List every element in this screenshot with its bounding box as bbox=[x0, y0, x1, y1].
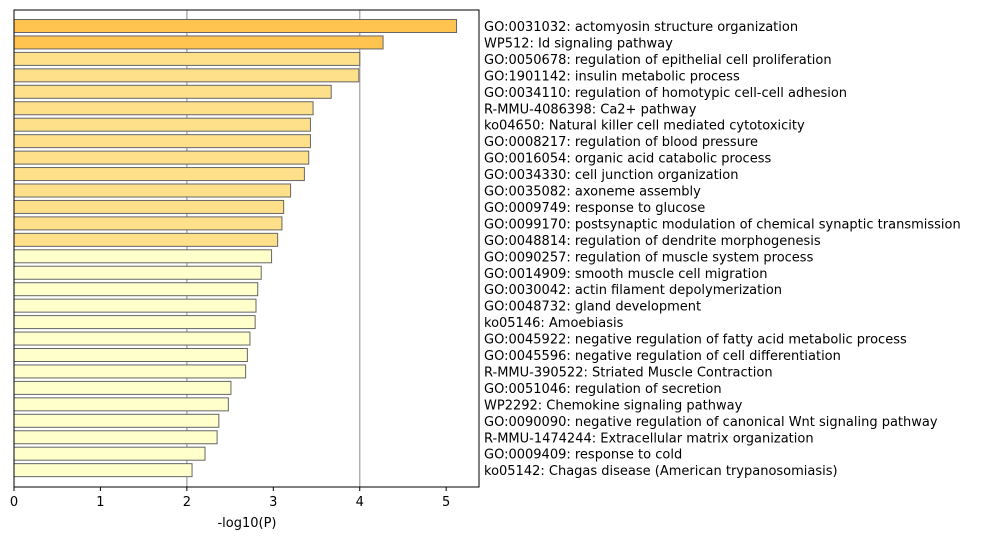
term-label-27: GO:0009409: response to cold bbox=[484, 448, 682, 463]
term-label-23: GO:0051046: regulation of secretion bbox=[484, 382, 722, 397]
term-label-28: ko05142: Chagas disease (American trypan… bbox=[484, 464, 838, 479]
bar-5 bbox=[13, 84, 332, 99]
bar-20 bbox=[13, 331, 251, 346]
bar-4 bbox=[13, 68, 360, 83]
term-label-12: GO:0009749: response to glucose bbox=[484, 201, 705, 216]
term-label-8: GO:0008217: regulation of blood pressure bbox=[484, 135, 758, 150]
term-label-9: GO:0016054: organic acid catabolic proce… bbox=[484, 152, 771, 167]
bar-24 bbox=[13, 397, 229, 412]
bar-26 bbox=[13, 430, 218, 445]
bar-12 bbox=[13, 199, 285, 214]
term-label-21: GO:0045596: negative regulation of cell … bbox=[484, 349, 841, 364]
bar-10 bbox=[13, 167, 305, 182]
bar-9 bbox=[13, 150, 310, 165]
term-label-14: GO:0048814: regulation of dendrite morph… bbox=[484, 234, 821, 249]
term-label-5: GO:0034110: regulation of homotypic cell… bbox=[484, 86, 847, 101]
term-label-2: WP512: Id signaling pathway bbox=[484, 36, 673, 51]
x-tick-label-1: 1 bbox=[96, 495, 104, 510]
bar-16 bbox=[13, 265, 262, 280]
bar-25 bbox=[13, 413, 220, 428]
term-label-13: GO:0099170: postsynaptic modulation of c… bbox=[484, 217, 961, 232]
bar-28 bbox=[13, 463, 193, 478]
term-label-4: GO:1901142: insulin metabolic process bbox=[484, 69, 740, 84]
bar-6 bbox=[13, 101, 314, 116]
term-label-24: WP2292: Chemokine signaling pathway bbox=[484, 398, 743, 413]
bar-23 bbox=[13, 380, 232, 395]
term-label-20: GO:0045922: negative regulation of fatty… bbox=[484, 333, 907, 348]
term-label-6: R-MMU-4086398: Ca2+ pathway bbox=[484, 102, 697, 117]
x-tick-label-5: 5 bbox=[442, 495, 450, 510]
term-label-16: GO:0014909: smooth muscle cell migration bbox=[484, 267, 768, 282]
bar-2 bbox=[13, 35, 384, 50]
bar-18 bbox=[13, 298, 257, 313]
bar-1 bbox=[13, 19, 458, 33]
term-label-3: GO:0050678: regulation of epithelial cel… bbox=[484, 53, 832, 68]
x-tick-label-4: 4 bbox=[356, 495, 364, 510]
term-label-1: GO:0031032: actomyosin structure organiz… bbox=[484, 20, 798, 35]
term-label-15: GO:0090257: regulation of muscle system … bbox=[484, 250, 814, 265]
bar-15 bbox=[13, 249, 273, 264]
term-label-18: GO:0048732: gland development bbox=[484, 300, 701, 315]
bars bbox=[13, 19, 458, 478]
x-axis: 0 1 2 3 4 5 bbox=[10, 487, 450, 510]
term-label-11: GO:0035082: axoneme assembly bbox=[484, 185, 701, 200]
x-tick-label-0: 0 bbox=[10, 495, 18, 510]
term-label-26: R-MMU-1474244: Extracellular matrix orga… bbox=[484, 431, 814, 446]
bar-14 bbox=[13, 232, 279, 247]
bar-27 bbox=[13, 446, 206, 461]
bar-17 bbox=[13, 282, 259, 297]
x-axis-label: -log10(P) bbox=[217, 516, 276, 531]
term-label-7: ko04650: Natural killer cell mediated cy… bbox=[484, 119, 805, 134]
x-tick-label-3: 3 bbox=[269, 495, 277, 510]
term-label-17: GO:0030042: actin filament depolymerizat… bbox=[484, 283, 782, 298]
term-labels: GO:0031032: actomyosin structure organiz… bbox=[484, 20, 961, 479]
bar-21 bbox=[13, 348, 248, 362]
term-label-25: GO:0090090: negative regulation of canon… bbox=[484, 415, 938, 430]
term-label-10: GO:0034330: cell junction organization bbox=[484, 168, 738, 183]
x-tick-label-2: 2 bbox=[183, 495, 191, 510]
bar-22 bbox=[13, 364, 247, 379]
bar-13 bbox=[13, 216, 283, 231]
term-label-19: ko05146: Amoebiasis bbox=[484, 316, 624, 331]
bar-8 bbox=[13, 134, 311, 149]
term-label-22: R-MMU-390522: Striated Muscle Contractio… bbox=[484, 365, 773, 380]
bar-19 bbox=[13, 315, 256, 330]
bar-11 bbox=[13, 183, 292, 198]
bar-7 bbox=[13, 117, 311, 132]
plot-frame bbox=[13, 9, 480, 488]
bar-3 bbox=[13, 51, 361, 66]
